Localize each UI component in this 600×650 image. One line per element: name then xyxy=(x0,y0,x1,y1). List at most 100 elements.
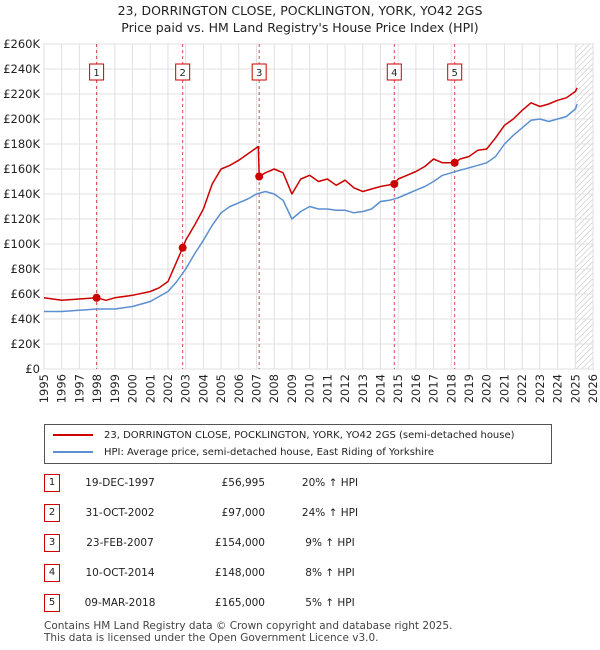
footer-copyright: Contains HM Land Registry data © Crown c… xyxy=(44,620,453,632)
sale-marker-label: 1 xyxy=(93,68,99,79)
sale-date-lines xyxy=(96,44,456,369)
sale-marker-box xyxy=(386,63,402,81)
x-tick-label: 1996 xyxy=(55,374,69,403)
sale-row: 2 31-OCT-2002 £97,000 24% ↑ HPI xyxy=(0,504,600,524)
x-tick-label: 2001 xyxy=(143,374,157,403)
y-tick-label: £180K xyxy=(3,137,40,151)
sale-point xyxy=(92,293,101,302)
axis-ticks: £0 £20K £40K £60K £80K £100K £120K £140K £160K £1… xyxy=(3,37,600,403)
y-tick-label: £20K xyxy=(11,337,41,351)
y-tick-label: £0 xyxy=(25,362,40,376)
sale-marker-label: 2 xyxy=(179,68,185,79)
sale-date: 31-OCT-2002 xyxy=(85,507,155,519)
x-tick-label: 2010 xyxy=(303,374,317,403)
x-tick-label: 2011 xyxy=(320,374,334,403)
sale-point xyxy=(178,243,187,252)
sale-hpi-change: 9% ↑ HPI xyxy=(305,537,355,549)
sale-hpi-change: 24% ↑ HPI xyxy=(301,507,359,519)
x-tick-label: 2019 xyxy=(462,374,476,403)
x-tick-label: 1998 xyxy=(90,374,104,403)
plot-area xyxy=(43,43,594,370)
sale-marker-box xyxy=(89,63,105,81)
sale-price: £165,000 xyxy=(214,597,265,609)
plot-background xyxy=(43,43,594,370)
chart-subtitle: Price paid vs. HM Land Registry's House … xyxy=(121,20,479,35)
sale-date: 10-OCT-2014 xyxy=(85,567,155,579)
sale-hpi-change: 20% ↑ HPI xyxy=(301,477,359,489)
sale-row: 3 23-FEB-2007 £154,000 9% ↑ HPI xyxy=(0,534,600,554)
x-tick-label: 2012 xyxy=(338,374,352,403)
y-tick-label: £60K xyxy=(11,287,41,301)
sale-price: £148,000 xyxy=(214,567,265,579)
y-tick-label: £200K xyxy=(3,112,40,126)
sale-row: 4 10-OCT-2014 £148,000 8% ↑ HPI xyxy=(0,564,600,584)
y-tick-label: £140K xyxy=(3,187,40,201)
x-tick-label: 2016 xyxy=(409,374,423,403)
x-tick-label: 2024 xyxy=(551,374,565,403)
legend-label-hpi: HPI: Average price, semi-detached house,… xyxy=(104,446,435,458)
legend-swatch-hpi xyxy=(53,451,93,453)
y-tick-label: £240K xyxy=(3,62,40,76)
series-lines xyxy=(43,87,578,313)
x-tick-label: 2006 xyxy=(232,374,246,403)
sale-date: 23-FEB-2007 xyxy=(86,537,154,549)
sale-markers: 1 2 3 4 5 xyxy=(89,63,463,302)
x-tick-label: 2018 xyxy=(444,374,458,403)
sale-number-badge: 5 xyxy=(44,594,60,612)
x-tick-label: 2003 xyxy=(179,374,193,403)
x-tick-label: 2005 xyxy=(214,374,228,403)
sale-point xyxy=(255,172,264,181)
sale-number-badge: 1 xyxy=(44,474,60,492)
sale-marker-box xyxy=(251,63,267,81)
grid-lines xyxy=(43,43,594,370)
legend-entry-property: 23, DORRINGTON CLOSE, POCKLINGTON, YORK,… xyxy=(53,428,515,442)
y-tick-label: £160K xyxy=(3,162,40,176)
x-tick-label: 2015 xyxy=(391,374,405,403)
sale-date: 09-MAR-2018 xyxy=(84,597,156,609)
sale-row: 5 09-MAR-2018 £165,000 5% ↑ HPI xyxy=(0,594,600,614)
x-tick-label: 2022 xyxy=(515,374,529,403)
x-tick-label: 2002 xyxy=(161,374,175,403)
x-tick-label: 2025 xyxy=(568,374,582,403)
hpi-series-line xyxy=(44,103,578,313)
x-tick-label: 1997 xyxy=(72,374,86,403)
x-tick-label: 2014 xyxy=(373,374,387,403)
sale-price: £97,000 xyxy=(221,507,265,519)
sale-price: £56,995 xyxy=(221,477,265,489)
sale-marker-box xyxy=(175,63,191,81)
x-tick-label: 2009 xyxy=(285,374,299,403)
x-tick-label: 2020 xyxy=(480,374,494,403)
sale-hpi-change: 5% ↑ HPI xyxy=(305,597,355,609)
sale-date: 19-DEC-1997 xyxy=(85,477,155,489)
sale-point xyxy=(450,158,459,167)
forecast-shading xyxy=(575,44,593,369)
property-series-line xyxy=(43,87,578,302)
sale-marker-label: 3 xyxy=(256,68,262,79)
legend: 23, DORRINGTON CLOSE, POCKLINGTON, YORK,… xyxy=(44,424,552,464)
sale-hpi-change: 8% ↑ HPI xyxy=(305,567,355,579)
x-tick-label: 2021 xyxy=(497,374,511,403)
legend-swatch-property xyxy=(53,434,93,436)
legend-entry-hpi: HPI: Average price, semi-detached house,… xyxy=(53,445,434,459)
y-tick-label: £40K xyxy=(11,312,41,326)
x-tick-label: 1995 xyxy=(37,374,51,403)
y-tick-label: £120K xyxy=(3,212,40,226)
sale-marker-label: 4 xyxy=(391,68,397,79)
sale-point xyxy=(390,180,399,188)
x-tick-label: 2000 xyxy=(126,374,140,403)
x-tick-label: 2023 xyxy=(533,374,547,403)
footer-license: This data is licensed under the Open Gov… xyxy=(44,632,379,644)
x-tick-label: 2017 xyxy=(427,374,441,403)
legend-label-property: 23, DORRINGTON CLOSE, POCKLINGTON, YORK,… xyxy=(104,429,515,441)
y-tick-label: £100K xyxy=(3,237,40,251)
sale-price: £154,000 xyxy=(214,537,265,549)
x-tick-label: 2026 xyxy=(586,374,600,403)
x-tick-label: 1999 xyxy=(108,374,122,403)
sale-marker-label: 5 xyxy=(451,68,457,79)
x-tick-label: 2013 xyxy=(356,374,370,403)
y-tick-label: £220K xyxy=(3,87,40,101)
x-tick-label: 2004 xyxy=(196,374,210,403)
chart-title: 23, DORRINGTON CLOSE, POCKLINGTON, YORK,… xyxy=(117,3,483,18)
sale-number-badge: 3 xyxy=(44,534,60,552)
sale-number-badge: 4 xyxy=(44,564,60,582)
